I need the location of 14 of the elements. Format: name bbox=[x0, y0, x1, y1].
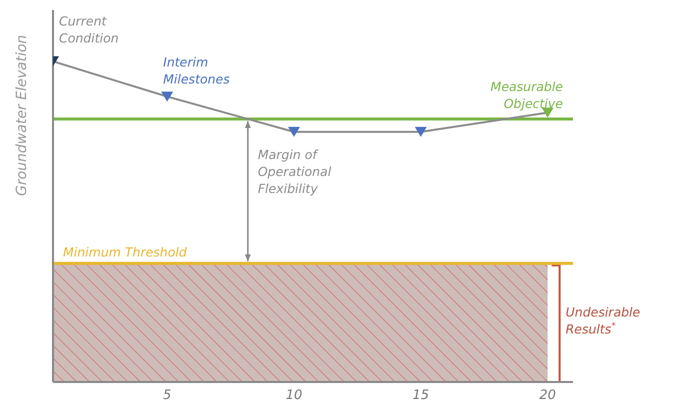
x-tick-label: 5 bbox=[163, 388, 172, 404]
ref-line-label: Minimum Threshold bbox=[63, 244, 187, 260]
band-label: Undesirable Results$^{*}$ bbox=[566, 304, 641, 337]
point bbox=[161, 92, 174, 102]
point bbox=[288, 126, 300, 137]
x-tick-label: 20 bbox=[539, 388, 556, 404]
annotation: Margin of Operational Flexibility bbox=[258, 147, 332, 196]
y-axis-title: Groundwater Elevation bbox=[14, 34, 30, 196]
point bbox=[414, 126, 427, 137]
x-tick-label: 10 bbox=[286, 388, 302, 404]
x-tick-label: 15 bbox=[412, 388, 430, 404]
annotation: Interim Milestones bbox=[163, 54, 230, 87]
ref-line-label: Measurable Objective bbox=[490, 79, 564, 112]
annotation: Current Condition bbox=[59, 13, 119, 46]
